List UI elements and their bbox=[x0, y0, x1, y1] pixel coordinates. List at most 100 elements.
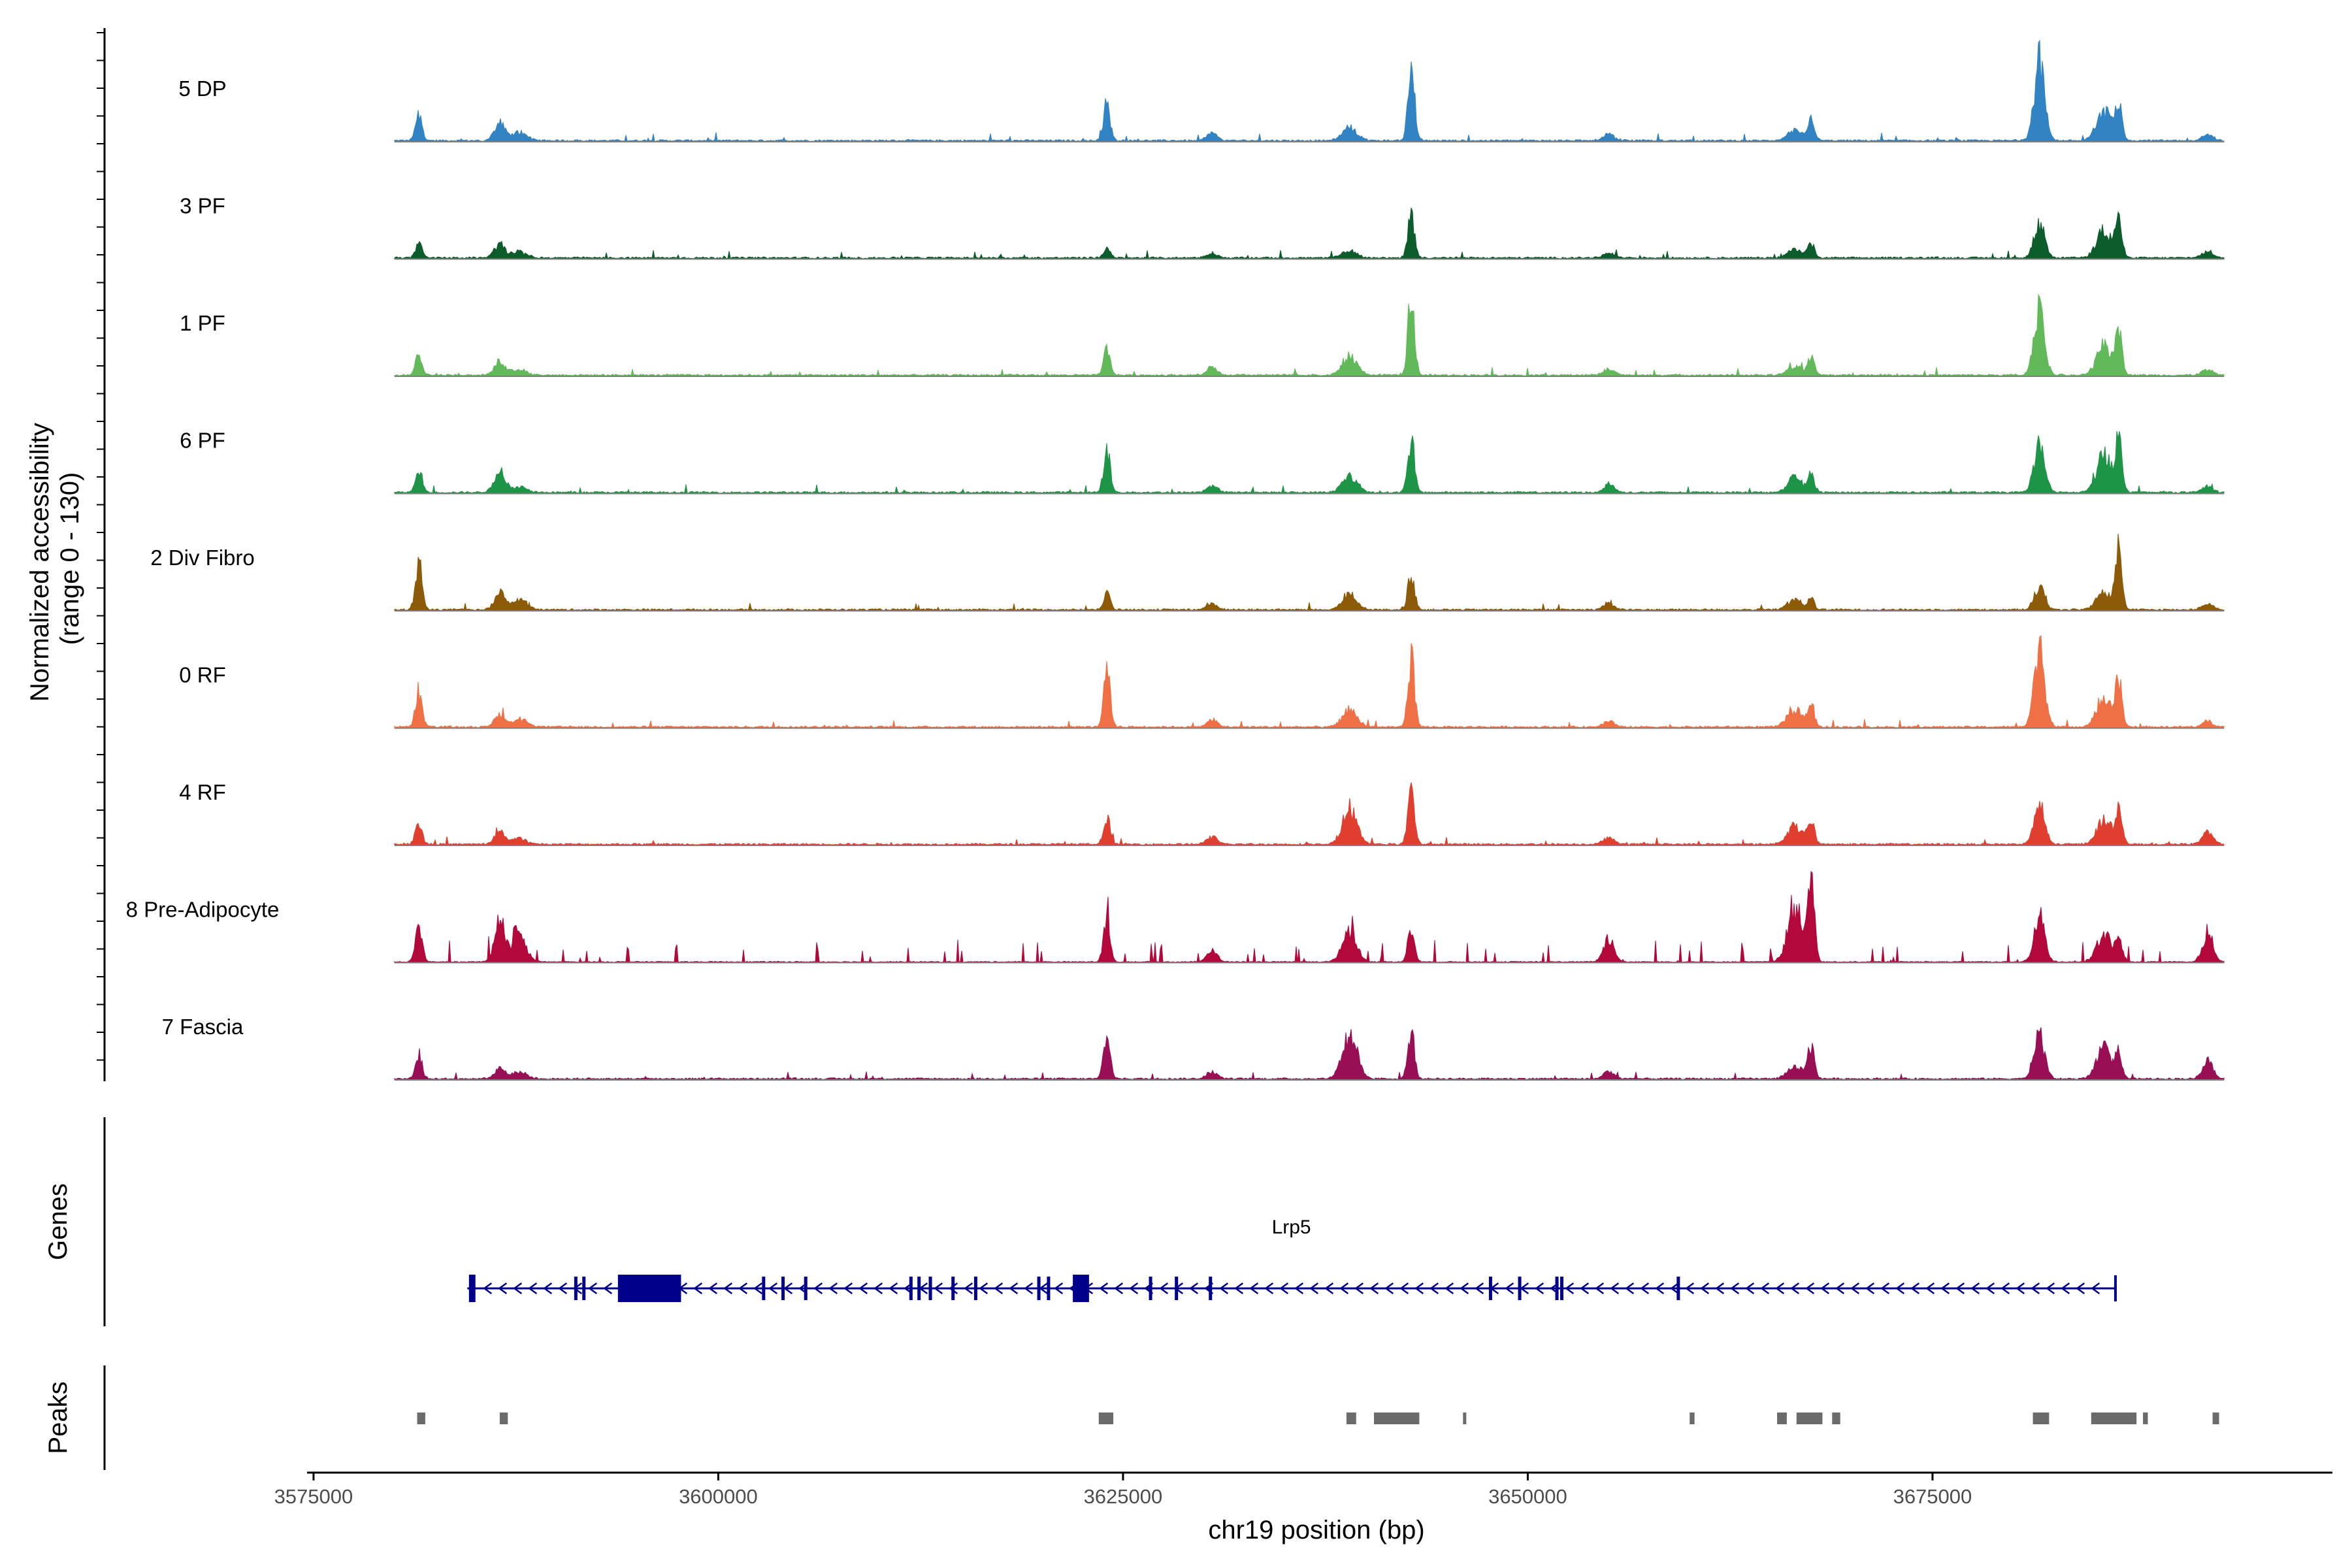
gene-exon-block bbox=[468, 1275, 476, 1302]
gene-exon bbox=[1175, 1277, 1179, 1300]
strand-arrow bbox=[693, 1282, 703, 1295]
peaks-track-title: Peaks bbox=[44, 1381, 73, 1454]
strand-arrow bbox=[2076, 1282, 2085, 1295]
gene-exon bbox=[1676, 1277, 1680, 1300]
strand-arrow bbox=[588, 1282, 598, 1295]
y-axis-title-line-2: (range 0 - 130) bbox=[56, 472, 84, 645]
track-7-fascia: 7 Fascia bbox=[162, 1015, 2225, 1081]
strand-arrow bbox=[934, 1282, 943, 1295]
strand-arrow bbox=[1279, 1282, 1289, 1295]
strand-arrow bbox=[1129, 1282, 1139, 1295]
peak-region bbox=[1463, 1413, 1467, 1424]
strand-arrow bbox=[528, 1282, 538, 1295]
strand-arrow bbox=[1475, 1282, 1484, 1295]
strand-arrow bbox=[483, 1282, 493, 1295]
strand-arrow bbox=[1940, 1282, 1950, 1295]
strand-arrow bbox=[768, 1282, 778, 1295]
peak-region bbox=[1374, 1413, 1420, 1424]
peak-region bbox=[1777, 1413, 1787, 1424]
peak-region bbox=[1796, 1413, 1823, 1424]
strand-arrow bbox=[1324, 1282, 1334, 1295]
strand-arrow bbox=[1309, 1282, 1319, 1295]
coverage-tracks: 5 DP 3 PF 1 PF 6 PF 2 Div Fibro 0 RF 4 RF 8 Pre… bbox=[126, 39, 2225, 1081]
peak-region bbox=[2143, 1413, 2148, 1424]
x-tick-label: 3625000 bbox=[1084, 1485, 1163, 1508]
strand-arrow bbox=[1985, 1282, 1995, 1295]
gene-exon bbox=[1209, 1277, 1213, 1300]
gene-exon-block bbox=[1073, 1275, 1089, 1302]
coverage-area bbox=[394, 39, 2225, 142]
strand-arrow bbox=[1369, 1282, 1379, 1295]
coverage-area bbox=[394, 293, 2225, 377]
x-axis-title: chr19 position (bp) bbox=[1208, 1516, 1424, 1544]
strand-arrow bbox=[1640, 1282, 1650, 1295]
peak-region bbox=[1832, 1413, 1840, 1424]
x-tick-label: 3575000 bbox=[274, 1485, 353, 1508]
strand-arrow bbox=[1625, 1282, 1635, 1295]
strand-arrow bbox=[2046, 1282, 2055, 1295]
strand-arrow bbox=[558, 1282, 568, 1295]
gene-exon-block bbox=[617, 1275, 681, 1302]
strand-arrow bbox=[1505, 1282, 1514, 1295]
strand-arrow bbox=[513, 1282, 523, 1295]
strand-arrow bbox=[1339, 1282, 1349, 1295]
strand-arrow bbox=[1805, 1282, 1815, 1295]
strand-arrow bbox=[1715, 1282, 1725, 1295]
peak-region bbox=[1690, 1413, 1695, 1424]
strand-arrow bbox=[1445, 1282, 1454, 1295]
y-axis-title: Normalized accessibility (range 0 - 130) bbox=[25, 416, 84, 702]
strand-arrow bbox=[1925, 1282, 1935, 1295]
gene-exon bbox=[928, 1277, 932, 1300]
strand-arrow bbox=[1159, 1282, 1169, 1295]
coverage-area bbox=[394, 634, 2225, 728]
strand-arrow bbox=[1580, 1282, 1590, 1295]
gene-exon bbox=[574, 1277, 578, 1300]
peak-region bbox=[2212, 1413, 2219, 1424]
coverage-area bbox=[394, 1027, 2225, 1081]
x-axis-ticks: 3575000 3600000 3625000 3650000 3675000 bbox=[274, 1473, 1972, 1508]
gene-exon bbox=[1518, 1277, 1522, 1300]
strand-arrow bbox=[738, 1282, 748, 1295]
strand-arrow bbox=[1294, 1282, 1304, 1295]
strand-arrow bbox=[1880, 1282, 1890, 1295]
gene-exon bbox=[781, 1277, 785, 1300]
strand-arrow bbox=[783, 1282, 793, 1295]
coverage-area bbox=[394, 431, 2225, 494]
gene-exon bbox=[951, 1277, 955, 1300]
track-3-pf: 3 PF bbox=[180, 194, 2225, 260]
track-label: 5 DP bbox=[178, 76, 226, 101]
gene-exon bbox=[582, 1277, 586, 1300]
peak-region bbox=[1346, 1413, 1356, 1424]
strand-arrow bbox=[1790, 1282, 1800, 1295]
gene-exon bbox=[1488, 1277, 1492, 1300]
strand-arrow bbox=[979, 1282, 988, 1295]
strand-arrow bbox=[2016, 1282, 2025, 1295]
strand-arrow bbox=[2091, 1282, 2100, 1295]
strand-arrow bbox=[889, 1282, 898, 1295]
track-label: 3 PF bbox=[180, 194, 225, 218]
strand-arrow bbox=[843, 1282, 853, 1295]
coverage-area bbox=[394, 782, 2225, 846]
strand-arrow bbox=[1730, 1282, 1740, 1295]
strand-arrow bbox=[1054, 1282, 1064, 1295]
strand-arrow bbox=[1414, 1282, 1424, 1295]
strand-arrow bbox=[964, 1282, 973, 1295]
peak-region bbox=[417, 1413, 425, 1424]
strand-arrow bbox=[813, 1282, 823, 1295]
x-tick-label: 3650000 bbox=[1488, 1485, 1567, 1508]
strand-arrow bbox=[1700, 1282, 1710, 1295]
strand-arrow bbox=[1384, 1282, 1394, 1295]
peak-region bbox=[499, 1413, 508, 1424]
coverage-area bbox=[394, 870, 2225, 963]
track-4-rf: 4 RF bbox=[179, 780, 2225, 846]
strand-arrow bbox=[723, 1282, 733, 1295]
gene-exon bbox=[1555, 1277, 1559, 1300]
track-8-pre-adipocyte: 8 Pre-Adipocyte bbox=[126, 870, 2225, 964]
gene-exon bbox=[804, 1277, 808, 1300]
coverage-area bbox=[394, 207, 2225, 259]
strand-arrow bbox=[1685, 1282, 1695, 1295]
gene-exon bbox=[1149, 1277, 1152, 1300]
coverage-y-ticks bbox=[97, 32, 105, 1061]
track-5-dp: 5 DP bbox=[178, 39, 2225, 142]
